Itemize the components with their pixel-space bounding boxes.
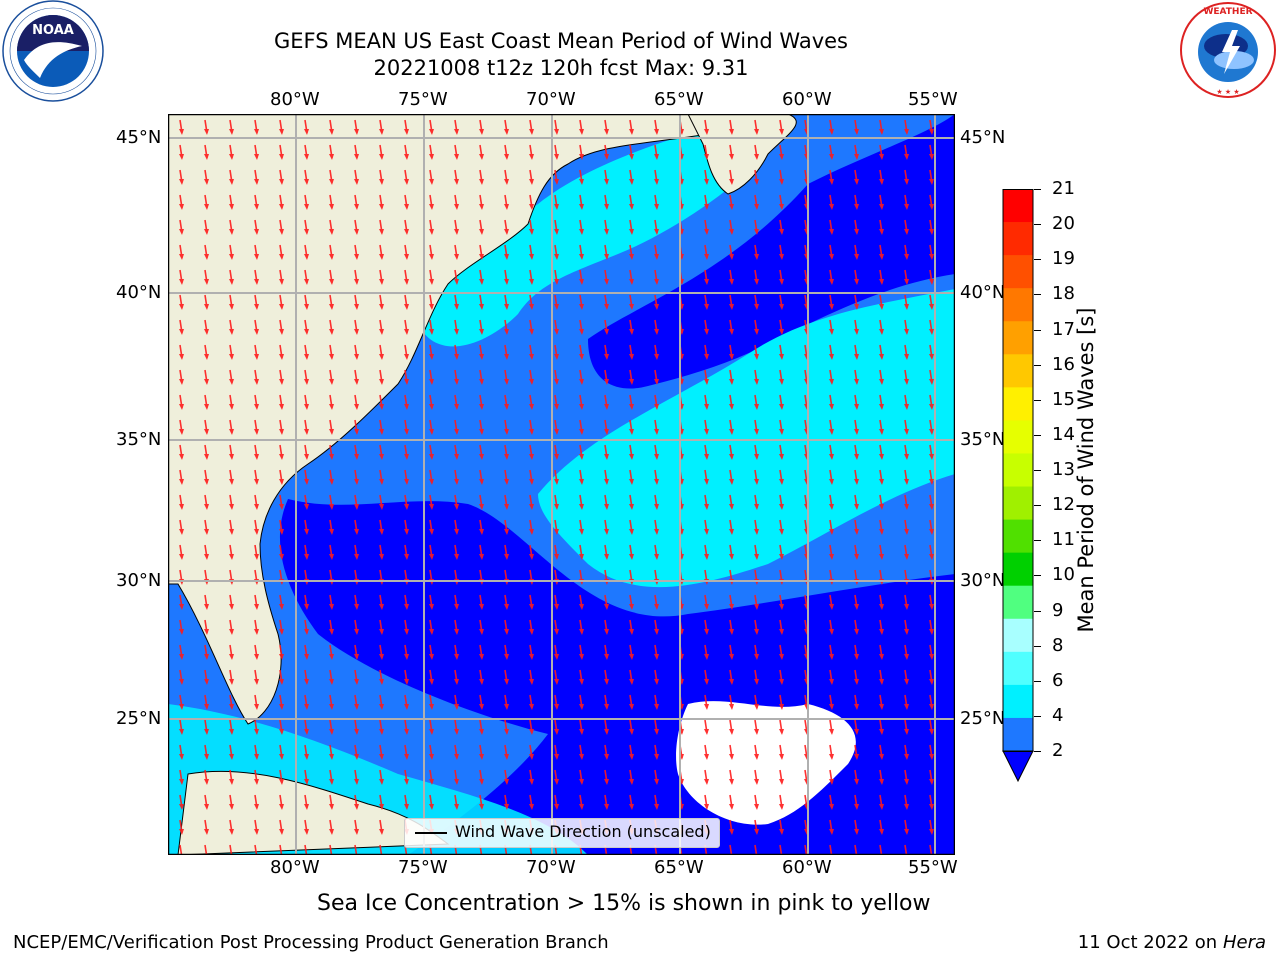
colorbar-tick-mark [1034,434,1041,436]
legend-line-sample [415,832,447,834]
colorbar-band [1003,255,1033,289]
colorbar-tick-label: 12 [1052,494,1075,516]
colorbar-tick-mark [1034,470,1041,471]
lon-tick-bottom: 70°W [526,857,576,878]
colorbar-band [1003,486,1033,521]
colorbar-tick-mark [1034,680,1041,682]
footer-host: Hera [1222,932,1266,953]
colorbar-tick-label: 6 [1052,669,1064,691]
colorbar-tick-mark [1034,399,1041,401]
lat-tick-left: 45°N [116,127,162,148]
colorbar-tick-label: 20 [1052,213,1075,235]
colorbar-tick-mark [1034,751,1041,752]
lat-tick-right: 35°N [960,429,1006,450]
colorbar-tick-mark [1034,645,1041,647]
colorbar-tick-label: 19 [1052,248,1075,270]
footer-date: 11 Oct 2022 on Hera [1078,932,1266,954]
colorbar-tick-label: 11 [1052,529,1075,551]
wind-direction-arrows [168,114,955,855]
map-svg [167,113,956,856]
colorbar-tick-mark [1034,259,1041,261]
colorbar-tick-label: 9 [1052,599,1064,621]
colorbar [1002,189,1034,783]
colorbar-band [1003,519,1033,554]
chart-subtitle: 20221008 t12z 120h fcst Max: 9.31 [373,56,749,80]
colorbar-tick-label: 10 [1052,564,1075,586]
colorbar-band [1003,552,1033,587]
colorbar-tick-label: 17 [1052,318,1075,340]
colorbar-band [1003,321,1033,355]
sea-ice-note: Sea Ice Concentration > 15% is shown in … [317,891,931,916]
footer-date-text: 11 Oct 2022 on [1077,932,1223,953]
colorbar-tick-label: 2 [1052,740,1064,761]
lon-tick-bottom: 80°W [270,857,320,878]
colorbar-tick-mark [1034,364,1041,366]
colorbar-band [1003,684,1033,719]
lat-tick-left: 40°N [116,282,162,303]
lat-tick-left: 25°N [116,708,162,729]
colorbar-tick-mark [1034,575,1041,577]
colorbar-tick-mark [1034,189,1041,190]
lon-tick-top: 70°W [526,89,576,110]
colorbar-tick-mark [1034,715,1041,717]
colorbar-tick-mark [1034,505,1041,507]
lat-tick-right: 25°N [960,708,1006,729]
map-legend: Wind Wave Direction (unscaled) [404,818,720,848]
lon-tick-top: 75°W [398,89,448,110]
colorbar-under-triangle [1002,750,1034,783]
colorbar-tick-label: 18 [1052,283,1075,305]
lat-tick-right: 40°N [960,282,1006,303]
colorbar-tick-mark [1034,329,1041,331]
colorbar-tick-label: 15 [1052,388,1075,410]
colorbar-tick-mark [1034,224,1041,226]
colorbar-band [1003,387,1033,421]
nws-logo: WEATHER ★ ★ ★ [1178,0,1278,100]
lon-tick-bottom: 65°W [654,857,704,878]
graticule [168,114,955,855]
chart-title: GEFS MEAN US East Coast Mean Period of W… [274,29,848,53]
colorbar-band [1003,222,1033,256]
colorbar-outline [1002,189,1034,752]
lon-tick-bottom: 55°W [908,857,958,878]
footer-credit: NCEP/EMC/Verification Post Processing Pr… [13,932,609,953]
svg-text:WEATHER: WEATHER [1203,7,1252,17]
colorbar-band [1003,420,1033,454]
colorbar-tick-label: 16 [1052,353,1075,375]
legend-label: Wind Wave Direction (unscaled) [455,822,711,841]
colorbar-tick-mark [1034,540,1041,542]
colorbar-band [1003,288,1033,322]
colorbar-band [1003,651,1033,686]
colorbar-tick-label: 14 [1052,423,1075,445]
lat-tick-right: 30°N [960,570,1006,591]
svg-text:NOAA: NOAA [32,23,74,38]
lat-tick-right: 45°N [960,127,1006,148]
colorbar-band [1003,585,1033,620]
lon-tick-top: 65°W [654,89,704,110]
colorbar-tick-mark [1034,294,1041,296]
colorbar-band [1003,189,1033,223]
noaa-logo: NOAA [2,0,104,102]
colorbar-tick-mark [1034,610,1041,612]
colorbar-tick-label: 13 [1052,459,1075,480]
map-panel: Wind Wave Direction (unscaled) [167,113,956,856]
lat-tick-left: 35°N [116,429,162,450]
colorbar-band [1003,717,1033,752]
lon-tick-top: 55°W [908,89,958,110]
colorbar-tick-label: 8 [1052,634,1064,656]
lon-tick-top: 60°W [782,89,832,110]
lon-tick-top: 80°W [270,89,320,110]
lon-tick-bottom: 60°W [782,857,832,878]
colorbar-label: Mean Period of Wind Waves [s] [1074,307,1098,633]
colorbar-band [1003,453,1033,488]
lon-tick-bottom: 75°W [398,857,448,878]
colorbar-tick-label: 4 [1052,704,1064,726]
colorbar-svg [1002,189,1034,783]
lat-tick-left: 30°N [116,570,162,591]
colorbar-band [1003,354,1033,388]
colorbar-band [1003,618,1033,653]
colorbar-tick-label: 21 [1052,178,1075,199]
svg-text:★ ★ ★: ★ ★ ★ [1216,88,1239,96]
